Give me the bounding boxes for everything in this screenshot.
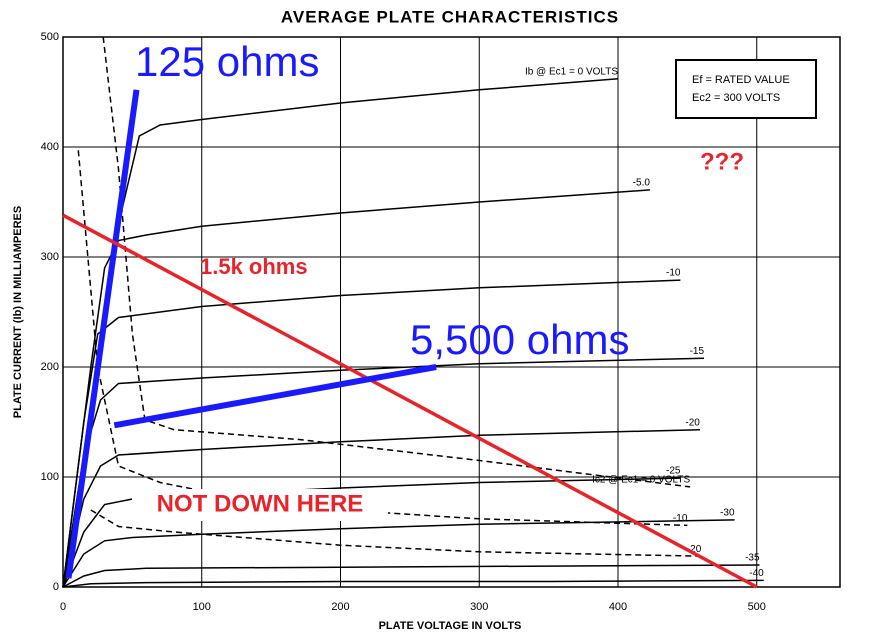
curve-label: -20 [685, 417, 700, 428]
series-line [62, 357, 705, 588]
x-tick-label: 0 [60, 601, 66, 613]
series-line [62, 428, 700, 588]
x-axis-label: PLATE VOLTAGE IN VOLTS [379, 620, 522, 632]
curve-label: -5.0 [633, 178, 651, 189]
load-line-label: 1.5k ohms [200, 254, 308, 279]
chart-title: AVERAGE PLATE CHARACTERISTICS [281, 7, 619, 26]
series-line [62, 564, 760, 588]
y-tick-label: 500 [41, 31, 59, 43]
curve-label: -15 [690, 346, 705, 357]
y-tick-label: 0 [53, 581, 59, 593]
curve-label: -30 [720, 508, 735, 519]
x-tick-label: 300 [470, 601, 488, 613]
x-tick-label: 100 [193, 601, 211, 613]
y-tick-label: 200 [41, 361, 59, 373]
curve-label: Ib @ Ec1 = 0 VOLTS [525, 66, 618, 77]
curve-label: -10 [673, 513, 688, 524]
y-tick-label: 400 [41, 141, 59, 153]
series-line [65, 89, 140, 579]
annotation-bg [132, 489, 388, 521]
y-tick-label: 300 [41, 251, 59, 263]
load-line-label: 5,500 ohms [410, 316, 629, 363]
note: Ef = RATED VALUE [692, 74, 790, 86]
note: Ec2 = 300 VOLTS [692, 92, 780, 104]
curve-label: Ic2 @ Ec1 = 0 VOLTS [592, 475, 690, 486]
annotation: NOT DOWN HERE [157, 490, 364, 517]
annotation: ??? [700, 148, 744, 175]
series-line [62, 579, 764, 588]
curve-label: -25 [666, 466, 681, 477]
series-line [62, 213, 758, 589]
y-tick-label: 100 [41, 471, 59, 483]
series-line [62, 519, 735, 588]
load-line-label: 125 ohms [135, 38, 319, 85]
x-tick-label: 400 [609, 601, 627, 613]
curve-label: -20 [687, 544, 702, 555]
series-line [102, 36, 691, 488]
series-line [113, 364, 437, 429]
series-line [90, 509, 702, 557]
series-line [62, 279, 681, 588]
note-box [675, 59, 817, 119]
y-axis-label: PLATE CURRENT (Ib) IN MILLIAMPERES [12, 206, 24, 418]
curve-label: -35 [745, 553, 760, 564]
x-tick-label: 500 [748, 601, 766, 613]
curve-label: -40 [749, 568, 764, 579]
x-tick-label: 200 [331, 601, 349, 613]
series-line [62, 189, 650, 588]
curve-label: -10 [666, 268, 681, 279]
